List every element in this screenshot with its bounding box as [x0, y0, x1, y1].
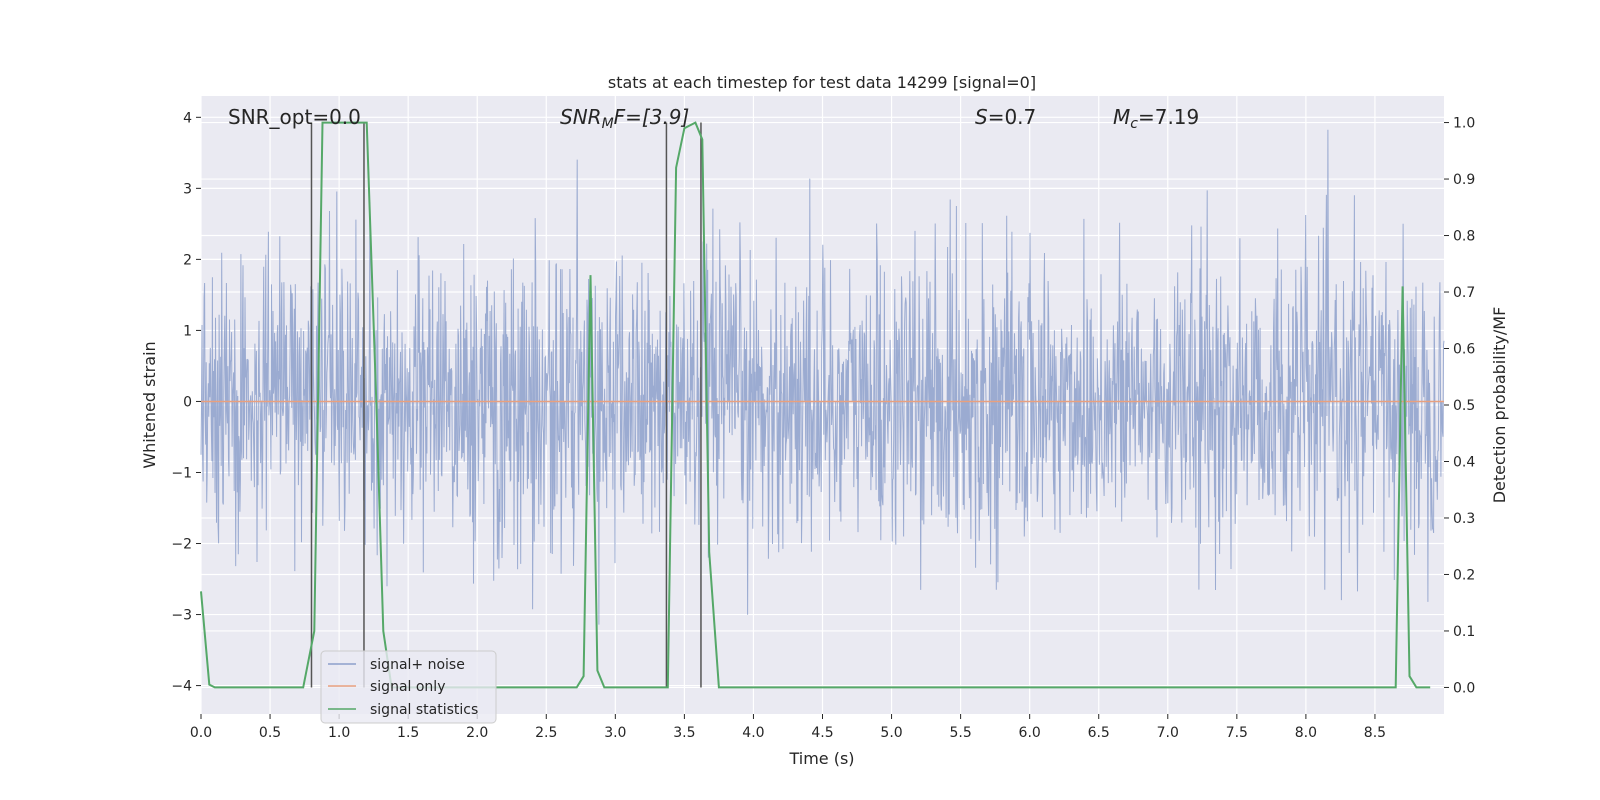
- x-tick-label: 6.5: [1088, 725, 1110, 741]
- y-right-tick-label: 0.3: [1453, 511, 1475, 527]
- y-right-tick-label: 0.6: [1453, 342, 1475, 358]
- y-tick-label: 3: [183, 181, 192, 197]
- y-tick-label: −3: [171, 608, 192, 624]
- y-right-tick-label: 0.0: [1453, 680, 1475, 696]
- annotation-mc-main: M: [1113, 105, 1130, 129]
- y-tick-label: 0: [183, 394, 192, 410]
- chart-title: stats at each timestep for test data 142…: [608, 73, 1036, 92]
- annotation-s-rest: =0.7: [988, 105, 1037, 129]
- annotation-mc: Mc=7.19: [1113, 105, 1199, 132]
- x-tick-label: 3.5: [673, 725, 695, 741]
- y-right-tick-label: 0.2: [1453, 567, 1475, 583]
- y-right-tick-label: 0.8: [1453, 229, 1475, 245]
- y-right-tick-label: 1.0: [1453, 116, 1475, 132]
- annotations: SNR_opt=0.0 SNRMF=[3.9] S=0.7 Mc=7.19: [228, 105, 1199, 132]
- x-tick-label: 7.0: [1157, 725, 1179, 741]
- signal-noise-line: [200, 129, 1445, 625]
- y-right-tick-label: 0.1: [1453, 624, 1475, 640]
- annotation-snr-opt: SNR_opt=0.0: [228, 105, 361, 129]
- signal-statistics-series: [200, 121, 1431, 689]
- y-right-tick-label: 0.9: [1453, 172, 1475, 188]
- annotation-snr-mf: SNRMF=[3.9]: [560, 105, 689, 132]
- signal-statistics-line: [200, 121, 1431, 689]
- x-tick-label: 8.5: [1364, 725, 1386, 741]
- y-tick-label: −4: [171, 679, 192, 695]
- vertical-markers: [310, 122, 702, 688]
- y-axis-ticks: 4 3 2 1 0 −1 −2 −3 −4: [171, 110, 201, 695]
- x-tick-label: 7.5: [1226, 725, 1248, 741]
- legend-label-signal-statistics: signal statistics: [370, 702, 478, 718]
- y-tick-label: 2: [183, 252, 192, 268]
- x-tick-label: 4.5: [811, 725, 833, 741]
- plot-area: [200, 96, 1445, 714]
- y-axis-label: Whitened strain: [140, 341, 159, 468]
- annotation-mc-sub: c: [1130, 116, 1138, 132]
- y-right-tick-label: 0.5: [1453, 398, 1475, 414]
- x-tick-label: 2.0: [466, 725, 488, 741]
- x-tick-label: 8.0: [1295, 725, 1317, 741]
- annotation-s: S=0.7: [975, 105, 1036, 129]
- annotation-mc-rest: =7.19: [1138, 105, 1199, 129]
- annotation-snr-mf-sub: M: [602, 116, 614, 132]
- annotation-snr-mf-main: SNR: [560, 105, 602, 129]
- x-tick-label: 5.0: [880, 725, 902, 741]
- x-tick-label: 0.0: [190, 725, 212, 741]
- x-tick-label: 1.0: [328, 725, 350, 741]
- x-tick-label: 3.0: [604, 725, 626, 741]
- legend-box: [320, 650, 497, 724]
- annotation-snr-mf-rest: F=[3.9]: [614, 105, 690, 129]
- y-right-tick-label: 0.7: [1453, 285, 1475, 301]
- x-axis-ticks: 0.0 0.5 1.0 1.5 2.0 2.5 3.0 3.5 4.0 4.5 5.0 5.5 6.0 6…: [190, 714, 1386, 741]
- x-tick-label: 5.5: [949, 725, 971, 741]
- y-right-axis-ticks: 1.0 0.9 0.8 0.7 0.6 0.5 0.4 0.3 0.2 0.1 0.0: [1444, 116, 1475, 696]
- y-right-axis-label: Detection probability/MF: [1490, 307, 1509, 504]
- y-tick-label: −2: [171, 537, 192, 553]
- x-tick-label: 6.0: [1019, 725, 1041, 741]
- y-right-tick-label: 0.4: [1453, 454, 1475, 470]
- legend-label-signal-only: signal only: [370, 679, 445, 695]
- x-tick-label: 1.5: [397, 725, 419, 741]
- y-tick-label: −1: [171, 465, 192, 481]
- x-tick-label: 2.5: [535, 725, 557, 741]
- signal-noise-series: [200, 129, 1445, 625]
- x-tick-label: 4.0: [742, 725, 764, 741]
- annotation-s-main: S: [975, 105, 988, 129]
- legend-label-signal-noise: signal+ noise: [370, 657, 465, 673]
- legend: signal+ noise signal only signal statist…: [320, 650, 497, 724]
- x-tick-label: 0.5: [259, 725, 281, 741]
- x-axis-label: Time (s): [788, 749, 854, 768]
- y-tick-label: 1: [183, 323, 192, 339]
- y-tick-label: 4: [183, 110, 192, 126]
